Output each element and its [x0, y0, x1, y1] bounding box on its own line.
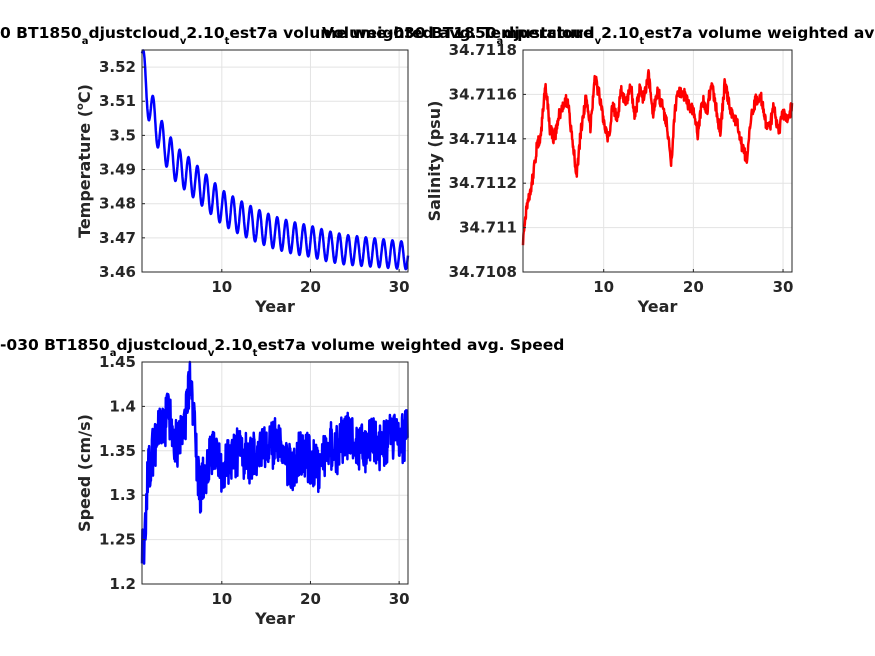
y-axis-label: Salinity (psu) — [425, 101, 444, 222]
axes-box — [141, 361, 409, 585]
x-axis-label: Year — [254, 609, 295, 628]
x-axis-label: Year — [254, 297, 295, 316]
y-tick-label: 3.47 — [99, 229, 136, 247]
y-tick-label: 3.52 — [99, 58, 136, 76]
y-tick-label: 1.45 — [99, 353, 136, 371]
y-tick-label: 3.46 — [99, 263, 136, 281]
y-axis-label: Speed (cm/s) — [75, 414, 94, 532]
y-tick-label: 1.25 — [99, 531, 136, 549]
x-tick-label: 20 — [300, 278, 321, 296]
y-tick-label: 3.5 — [109, 126, 136, 144]
y-tick-label: 3.49 — [99, 161, 136, 179]
x-tick-label: 20 — [300, 590, 321, 608]
y-tick-label: 3.51 — [99, 92, 136, 110]
chart-panel-2: 10 20 30 34.7108 34.711 34.7112 34.7114 34.7116… — [322, 24, 875, 316]
x-tick-label: 10 — [211, 278, 232, 296]
y-axis-label: Temperature (oC) — [75, 84, 94, 238]
y-tick-label: 34.7118 — [449, 41, 517, 59]
y-tick-label: 34.7112 — [449, 174, 517, 192]
x-axis-label: Year — [637, 297, 678, 316]
x-tick-label: 30 — [389, 278, 410, 296]
chart-panel-1: 10 20 30 3.46 3.47 3.48 3.49 3.5 3.51 3.52 Year Tem… — [0, 24, 593, 316]
x-tick-label: 20 — [683, 278, 704, 296]
axes-box — [522, 49, 793, 273]
chart-title: Volume-030 BT1850adjustcloudv2.10test7a … — [322, 24, 875, 47]
y-tick-label: 34.711 — [459, 219, 517, 237]
y-tick-label: 1.4 — [109, 397, 136, 415]
axes-box — [141, 49, 409, 273]
x-tick-label: 30 — [773, 278, 794, 296]
x-tick-label: 10 — [593, 278, 614, 296]
series-line — [521, 69, 794, 246]
x-tick-label: 10 — [211, 590, 232, 608]
chart-title: -030 BT1850adjustcloudv2.10test7a volume… — [0, 336, 564, 359]
y-tick-label: 1.3 — [109, 486, 136, 504]
series-line — [140, 360, 409, 565]
y-tick-label: 34.7116 — [449, 85, 517, 103]
y-tick-label: 34.7114 — [449, 130, 517, 148]
series-line — [140, 49, 410, 271]
y-tick-label: 3.48 — [99, 195, 136, 213]
y-tick-label: 1.35 — [99, 442, 136, 460]
chart-panel-3: 10 20 30 1.2 1.25 1.3 1.35 1.4 1.45 Year Speed (cm… — [0, 336, 564, 628]
chart-title: 0 BT1850adjustcloudv2.10test7a volume we… — [0, 24, 593, 47]
y-tick-label: 34.7108 — [449, 263, 517, 281]
x-tick-label: 30 — [389, 590, 410, 608]
y-tick-label: 1.2 — [109, 575, 136, 593]
